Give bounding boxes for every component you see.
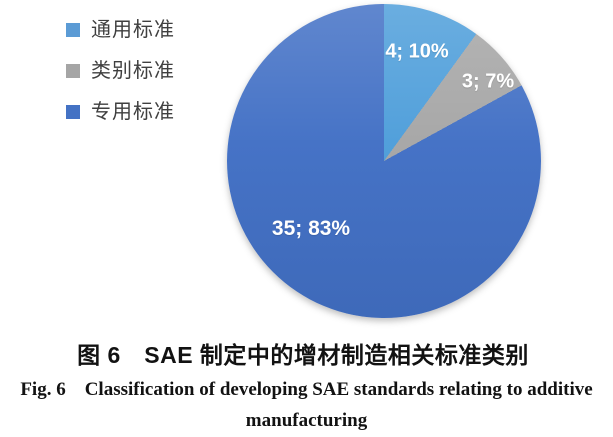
legend-item-special-standards: 专用标准 bbox=[66, 101, 175, 123]
figure-caption-english-line2: manufacturing bbox=[245, 410, 368, 431]
legend-label: 类别标准 bbox=[91, 60, 175, 82]
pie-chart bbox=[227, 4, 541, 318]
legend-swatch-blue bbox=[66, 105, 80, 119]
slice-label-category: 3; 7% bbox=[461, 70, 515, 93]
figure-caption-english-line1: Fig. 6 Classification of developing SAE … bbox=[20, 379, 593, 400]
legend-swatch-gray bbox=[66, 64, 80, 78]
legend-item-category-standards: 类别标准 bbox=[66, 60, 175, 82]
figure-caption-chinese: 图 6 SAE 制定中的增材制造相关标准类别 bbox=[77, 342, 529, 368]
legend-item-general-standards: 通用标准 bbox=[66, 19, 175, 41]
slice-label-special: 35; 83% bbox=[271, 217, 351, 240]
legend-label: 通用标准 bbox=[91, 19, 175, 41]
slice-label-general: 4; 10% bbox=[385, 40, 449, 63]
legend-label: 专用标准 bbox=[91, 101, 175, 123]
legend-swatch-light-blue bbox=[66, 23, 80, 37]
chart-legend: 通用标准 类别标准 专用标准 bbox=[66, 19, 175, 123]
